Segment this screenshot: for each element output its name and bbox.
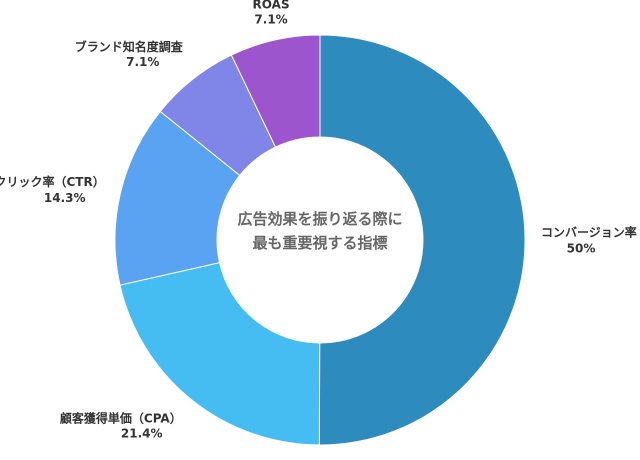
slice-0: [318, 34, 526, 446]
center-label: 広告効果を振り返る際に 最も重要視する指標: [237, 210, 402, 252]
slice-label-name-4: ROAS: [253, 0, 290, 11]
slice-label-value-2: 14.3%: [44, 191, 86, 205]
slice-label-value-0: 50%: [567, 241, 596, 255]
slice-label-value-4: 7.1%: [254, 12, 287, 26]
slice-label-value-3: 7.1%: [126, 55, 159, 69]
slice-label-name-3: ブランド知名度調査: [75, 39, 184, 54]
slice-4: [230, 34, 321, 148]
labels-layer: コンバージョン率 50% 顧客獲得単価（CPA）21.4% クリック率（CTR） 14.…: [0, 0, 637, 440]
slices-layer: [114, 34, 526, 446]
slice-1: [119, 262, 321, 446]
slice-2: [114, 110, 241, 286]
donut-hole: [217, 137, 423, 343]
slice-label-name-2: クリック率（CTR）: [0, 174, 105, 189]
center-label-line2: 最も重要視する指標: [252, 234, 387, 252]
slice-label-name-1: 顧客獲得単価（CPA）: [60, 410, 182, 425]
slice-label-name-0: コンバージョン率: [541, 224, 637, 239]
center-label-line1: 広告効果を振り返る際に: [237, 210, 402, 228]
slice-label-value-1: 21.4%: [121, 426, 163, 440]
